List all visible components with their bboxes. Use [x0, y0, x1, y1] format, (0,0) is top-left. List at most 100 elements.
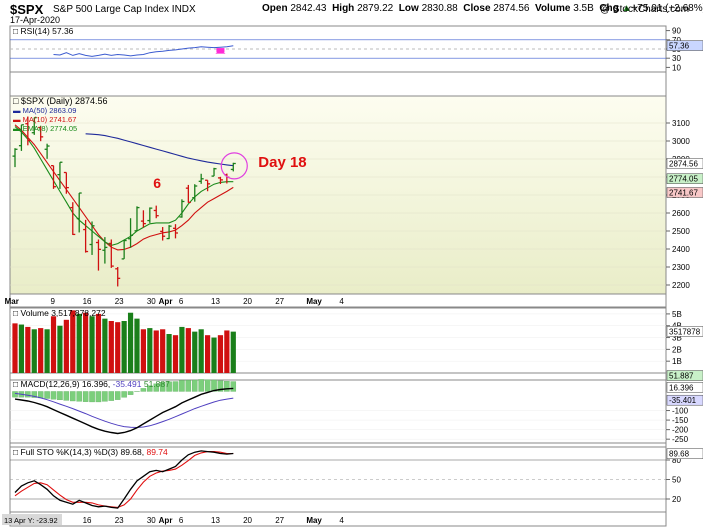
macd-histogram-bar	[82, 391, 89, 402]
bottom-x-label: 16	[83, 516, 92, 525]
macd-legend: □ MACD(12,26,9) 16.396, -35.491 51.887	[13, 379, 170, 389]
volume-bar	[25, 326, 31, 373]
security-name: S&P 500 Large Cap Index INDX	[53, 4, 196, 15]
price-bar	[128, 218, 134, 248]
macd-histogram-bar	[95, 391, 102, 403]
stochastic-last-value: 89.68	[669, 450, 690, 459]
stockcharts-credit: @ StockCharts.com	[600, 4, 690, 15]
volume-bar	[83, 312, 89, 373]
price-y-tick-label: 2300	[672, 263, 690, 272]
chart-header: $SPX S&P 500 Large Cap Index INDX 17-Apr…	[0, 0, 703, 25]
ema8-legend: ▬ EMA(8) 2774.05	[13, 124, 77, 133]
macd-histogram-bar	[102, 391, 108, 402]
macd-y-tick-label: -150	[672, 416, 689, 425]
price-x-label: 9	[51, 297, 56, 306]
bottom-x-axis	[9, 511, 667, 527]
volume-bar	[108, 321, 114, 373]
macd-histogram-bar	[108, 391, 115, 401]
price-bar	[160, 227, 166, 241]
volume-y-tick-label: 5B	[672, 310, 682, 319]
quote-summary: Open 2842.43 High 2879.22 Low 2830.88 Cl…	[262, 3, 703, 14]
price-bar	[63, 171, 69, 194]
price-bar	[192, 184, 198, 202]
ema8-last-value: 2774.05	[669, 175, 698, 184]
rsi-last-value: 57.36	[669, 42, 690, 51]
price-bar	[38, 126, 44, 142]
volume-y-tick-label: 3B	[672, 334, 682, 343]
macd-histogram-bar	[70, 391, 76, 402]
volume-bar	[160, 329, 166, 373]
price-y-tick-label: 2500	[672, 227, 690, 236]
macd-line	[14, 387, 234, 435]
price-y-tick-label: 3000	[672, 137, 690, 146]
rsi-line	[53, 45, 234, 57]
rsi-y-tick-label: 90	[672, 27, 681, 36]
price-bar	[121, 239, 127, 260]
price-bar	[70, 202, 76, 236]
bottom-x-label: 4	[339, 516, 344, 525]
value-tag-box	[666, 158, 703, 169]
volume-bar	[211, 337, 217, 373]
macd-hist-last-value: 51.887	[669, 372, 694, 381]
macd-histogram-bar	[50, 391, 57, 400]
price-bar	[217, 176, 223, 185]
macd-histogram-bar	[217, 380, 224, 392]
price-bar	[185, 184, 191, 204]
macd-histogram-bar	[140, 388, 147, 392]
macd-histogram-bar	[76, 391, 82, 402]
price-x-label: Apr	[159, 297, 173, 306]
ma50-legend: ▬ MA(50) 2863.09	[13, 106, 76, 115]
price-bar	[179, 199, 185, 218]
price-last-value: 2874.56	[669, 160, 698, 169]
count-annotation: 6	[153, 175, 161, 191]
price-bar	[153, 205, 159, 219]
price-x-label: May	[306, 297, 322, 306]
price-bar	[198, 173, 204, 184]
price-bar	[18, 124, 24, 151]
macd-y-tick-label: -100	[672, 407, 689, 416]
macd-y-tick-label: -250	[672, 435, 689, 444]
price-bar	[102, 237, 108, 264]
price-bar	[147, 207, 153, 223]
volume-legend: □ Volume 3,517,878,272	[13, 308, 106, 318]
rsi-legend: □ RSI(14) 57.36	[13, 26, 74, 36]
value-tag-box	[666, 448, 703, 459]
ma10-legend: ▬ MA(10) 2741.67	[13, 115, 76, 124]
volume-bar	[134, 318, 140, 373]
volume-bar	[179, 326, 185, 373]
price-x-label: 16	[83, 297, 92, 306]
macd-histogram-bar	[230, 381, 237, 392]
volume-bar	[95, 313, 102, 373]
stochastic-y-tick-label: 80	[672, 456, 681, 465]
price-bar	[12, 148, 18, 168]
value-tag-box	[666, 382, 703, 393]
macd-signal-last-value: -35.401	[669, 396, 697, 405]
macd-histogram-bar	[211, 379, 217, 392]
ma10-last-value: 2741.67	[669, 188, 698, 197]
macd-legend-signal: -35.491	[113, 379, 144, 389]
price-bar	[115, 267, 121, 287]
bottom-x-label: 27	[275, 516, 284, 525]
macd-histogram-bar	[198, 379, 204, 392]
volume-bar	[102, 318, 108, 373]
volume-bar	[18, 324, 25, 373]
volume-bar	[172, 335, 179, 373]
price-x-label: 4	[339, 297, 344, 306]
price-bar	[31, 116, 37, 135]
volume-bar	[205, 335, 211, 373]
stochastic-k-line	[14, 450, 234, 509]
macd-histogram-bar	[147, 385, 153, 392]
volume-bar	[224, 330, 230, 373]
macd-signal-line	[14, 392, 234, 429]
macd-histogram-bar	[57, 391, 63, 401]
macd-histogram-bar	[89, 391, 95, 403]
macd-histogram-bar	[63, 391, 70, 401]
price-x-label: 13	[211, 297, 220, 306]
bottom-x-label: 13	[211, 516, 220, 525]
macd-histogram-bar	[172, 381, 179, 392]
value-tag-box	[666, 394, 703, 406]
stock-chart: 907050301057.36□ RSI(14) 57.363100300029…	[2, 25, 703, 527]
price-x-label: 30	[147, 297, 156, 306]
volume-bar	[76, 313, 82, 373]
rsi-y-tick-label: 70	[672, 36, 681, 45]
